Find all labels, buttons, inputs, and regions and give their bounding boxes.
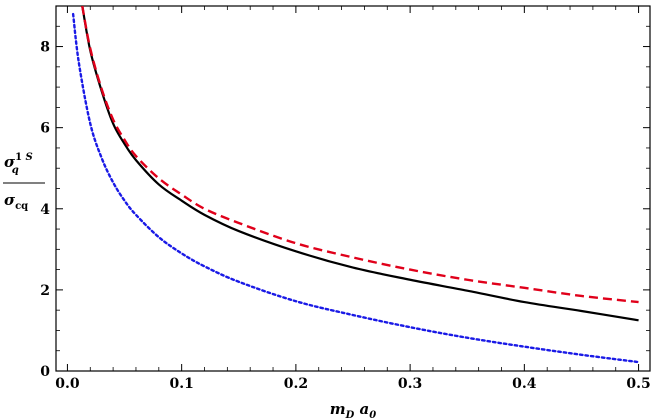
x-tick-label: 0.4 [512, 376, 537, 392]
x-axis-label: mD a0 [330, 400, 377, 419]
series-layer [71, 6, 640, 364]
y-tick-label: 8 [40, 40, 50, 56]
series-line-solid [81, 6, 639, 322]
y-tick-label: 6 [40, 121, 50, 137]
tick-marks [56, 5, 650, 372]
y-tick-label: 0 [40, 364, 50, 380]
x-axis-label-m: m [330, 400, 346, 418]
x-axis-label-a: a [360, 400, 370, 418]
series-line-dashed [81, 6, 639, 304]
series-line-dotted [71, 12, 640, 364]
x-tick-label: 0.5 [626, 376, 650, 392]
x-tick-label: 0.3 [398, 376, 422, 392]
x-axis-label-sub-0: 0 [369, 410, 376, 419]
x-tick-label: 0.2 [284, 376, 308, 392]
x-axis-label-sub-d: D [345, 410, 355, 419]
x-tick-label: 0.1 [169, 376, 193, 392]
x-tick-labels: 0.0 0.1 0.2 0.3 0.4 0.5 [55, 376, 651, 392]
x-tick-label: 0.0 [55, 376, 80, 392]
y-tick-label: 4 [40, 202, 50, 218]
y-axis-label-denominator: σcq [4, 191, 28, 212]
y-tick-label: 2 [40, 283, 50, 299]
y-tick-labels: 0 2 4 6 8 [40, 40, 50, 380]
